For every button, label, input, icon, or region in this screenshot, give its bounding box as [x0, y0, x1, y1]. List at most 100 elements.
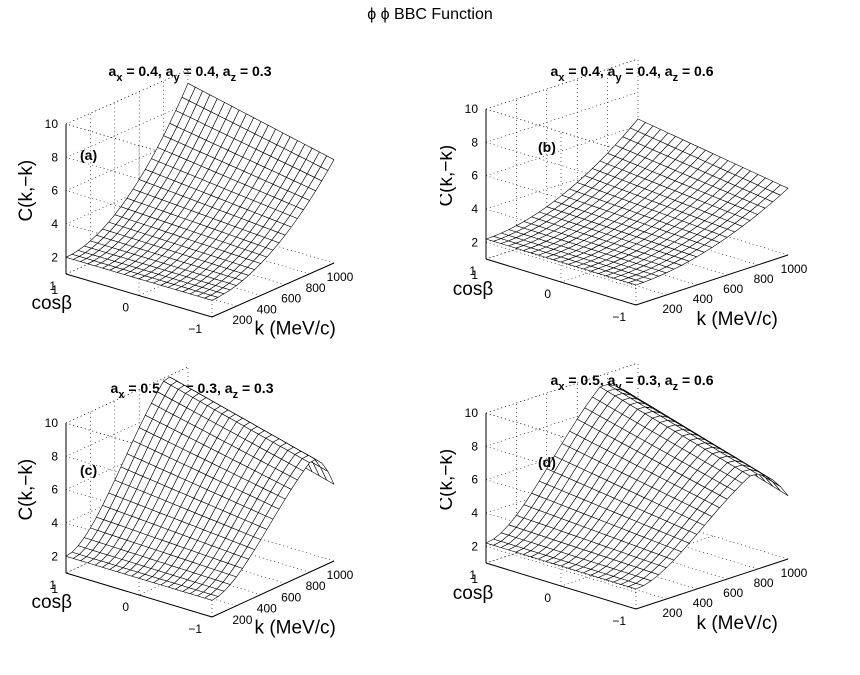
axes — [65, 124, 335, 318]
x-tick-label: 600 — [723, 586, 743, 600]
panel-label: (b) — [538, 139, 556, 155]
y-axis-line — [65, 572, 213, 618]
surface-cell — [320, 467, 335, 485]
grid-line — [65, 123, 213, 168]
axes — [485, 109, 789, 306]
surface-mesh — [485, 384, 789, 590]
panel-title: ax = 0.5, ay = 0.3, az = 0.6 — [551, 372, 714, 393]
surface-cell — [772, 481, 789, 496]
x-axis-line — [635, 254, 789, 306]
title-subscript: y — [615, 72, 622, 84]
y-axis-label: cosβ — [32, 293, 73, 314]
x-axis-line — [211, 560, 335, 618]
y-tick-label: −1 — [612, 614, 626, 628]
x-tick-label: 400 — [693, 596, 713, 610]
title-value: = 0.4, — [622, 63, 665, 79]
y-tick-label: 0 — [544, 591, 551, 605]
x-tick-label: 800 — [306, 579, 326, 593]
title-symbol: a — [551, 372, 559, 388]
y-tick-label: 0 — [122, 301, 129, 315]
panel-title: ax = 0.4, ay = 0.4, az = 0.3 — [109, 63, 272, 84]
surface-cell — [765, 477, 781, 492]
x-axis-line — [211, 262, 335, 318]
x-tick-label: 800 — [754, 576, 774, 590]
grid-line — [485, 92, 639, 143]
panel-d: ax = 0.5, ay = 0.3, az = 0.6200400600800… — [440, 355, 860, 675]
x-tick-label: 1000 — [327, 270, 354, 284]
y-tick-label: 1 — [469, 264, 476, 278]
title-value: = 0.4, — [564, 63, 607, 79]
title-value: = 0.5, — [564, 372, 607, 388]
surface-cell — [320, 155, 335, 171]
z-tick-label: 10 — [465, 102, 479, 116]
surface-plot-d: ax = 0.5, ay = 0.3, az = 0.6200400600800… — [440, 362, 808, 634]
z-tick-label: 1 — [51, 582, 58, 596]
z-tick-label: 1 — [471, 572, 478, 586]
title-subscript: x — [118, 389, 125, 401]
panel-label: (c) — [80, 462, 97, 478]
z-tick-label: 8 — [51, 449, 58, 463]
z-tick-label: 2 — [471, 539, 478, 553]
title-subscript: x — [116, 72, 123, 84]
surface-plot-b: ax = 0.4, ay = 0.4, az = 0.6200400600800… — [440, 58, 808, 330]
title-subscript: x — [558, 72, 565, 84]
title-value: = 0.6 — [678, 372, 714, 388]
title-subscript: z — [673, 381, 679, 393]
x-tick-label: 1000 — [781, 566, 808, 580]
x-tick-label: 400 — [693, 292, 713, 306]
x-tick-label: 1000 — [781, 262, 808, 276]
x-tick-label: 800 — [754, 272, 774, 286]
panel-b: ax = 0.4, ay = 0.4, az = 0.6 200 400 600 800… — [440, 40, 860, 360]
panel-a: ax = 0.4, ay = 0.4, az = 0.3 200 400 600 800… — [0, 40, 430, 360]
y-tick-label: −1 — [188, 622, 202, 636]
title-subscript: z — [231, 72, 237, 84]
z-tick-label: 8 — [51, 150, 58, 164]
z-tick-label: 4 — [51, 217, 58, 231]
surface-plot-a: ax = 0.4, ay = 0.4, az = 0.3200400600800… — [16, 63, 354, 340]
grid-line — [485, 58, 639, 110]
y-tick-label: 1 — [49, 279, 56, 293]
z-axis-label: C(k,−k) — [440, 145, 457, 207]
x-axis-line — [635, 558, 789, 610]
x-tick-label: 600 — [723, 282, 743, 296]
surface-cell — [772, 184, 789, 196]
title-subscript: y — [173, 72, 180, 84]
z-axis-label: C(k,−k) — [16, 160, 37, 222]
grid-line — [485, 362, 639, 414]
title-value: = 0.3 — [238, 380, 274, 396]
title-value: = 0.5, — [124, 380, 167, 396]
title-symbol: a — [225, 380, 233, 396]
title-symbol: a — [111, 380, 119, 396]
z-tick-label: 6 — [471, 473, 478, 487]
panel-c: ax = 0.5, ay = 0.3, az = 0.3200400600800… — [0, 355, 430, 675]
x-axis-label: k (MeV/c) — [255, 319, 336, 340]
x-tick-label: 200 — [232, 613, 252, 627]
z-tick-label: 4 — [51, 516, 58, 530]
y-axis-line — [65, 273, 213, 318]
title-value: = 0.4, — [122, 63, 165, 79]
title-subscript: z — [233, 389, 239, 401]
x-axis-label: k (MeV/c) — [697, 613, 778, 634]
z-tick-label: 10 — [465, 406, 479, 420]
panel-label: (d) — [538, 454, 556, 470]
x-tick-label: 1000 — [327, 568, 354, 582]
surface-mesh — [485, 118, 789, 286]
x-tick-label: 400 — [257, 302, 277, 316]
x-tick-label: 200 — [662, 606, 682, 620]
x-axis-label: k (MeV/c) — [697, 309, 778, 330]
x-axis-label: k (MeV/c) — [255, 617, 336, 638]
x-tick-label: 600 — [281, 292, 301, 306]
z-tick-label: 2 — [51, 250, 58, 264]
title-symbol: a — [109, 63, 117, 79]
y-axis-label: cosβ — [453, 279, 494, 300]
x-tick-label: 800 — [306, 281, 326, 295]
z-tick-label: 4 — [471, 202, 478, 216]
panel-title: ax = 0.4, ay = 0.4, az = 0.6 — [551, 63, 714, 84]
z-tick-label: 6 — [471, 169, 478, 183]
z-tick-label: 4 — [471, 506, 478, 520]
x-tick-label: 200 — [232, 313, 252, 327]
title-value: = 0.6 — [678, 63, 714, 79]
title-symbol: a — [223, 63, 231, 79]
figure-title: ϕ ϕ BBC Function — [367, 6, 493, 23]
z-tick-label: 1 — [51, 283, 58, 297]
